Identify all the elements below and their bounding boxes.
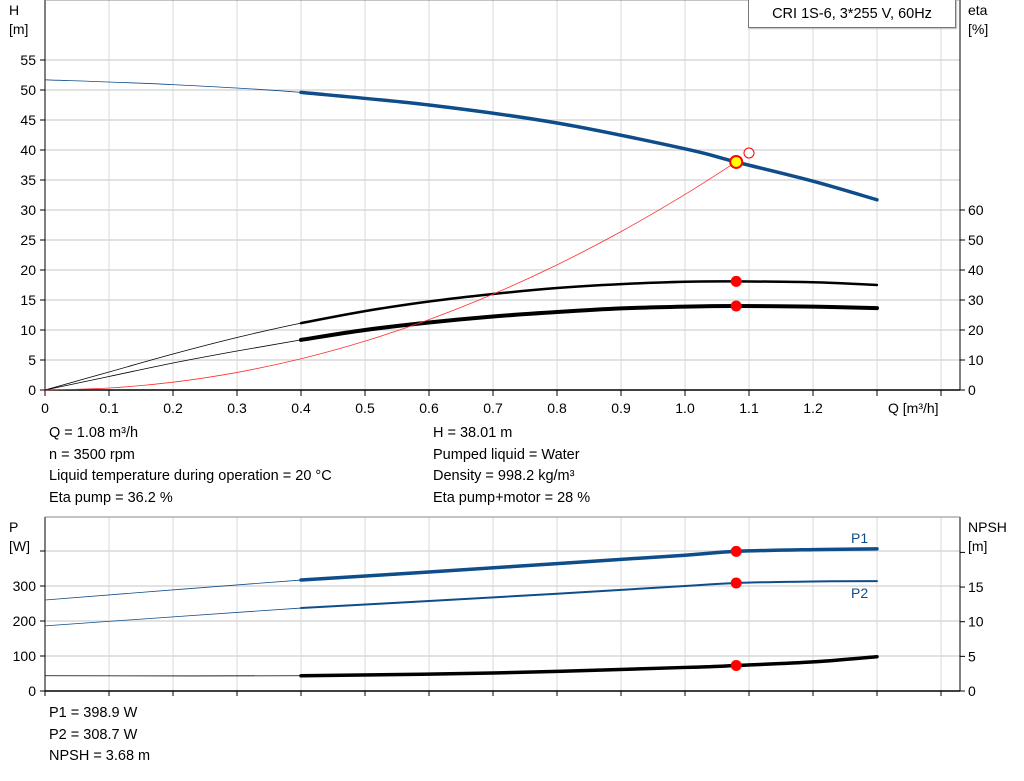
series-line-2-operating-range <box>299 654 879 678</box>
y2-axis-label: NPSH <box>968 519 1007 535</box>
power-info: P1 = 398.9 W P2 = 308.7 W NPSH = 3.68 m <box>49 703 150 768</box>
duty-point-npsh-marker <box>730 659 742 671</box>
x-tick-label: 0.3 <box>227 400 247 416</box>
duty-info-right: H = 38.01 m Pumped liquid = Water Densit… <box>433 423 590 509</box>
x-tick-label: 0.1 <box>99 400 119 416</box>
x-tick-label: 0.7 <box>483 400 503 416</box>
series-label-p2: P2 <box>851 585 868 601</box>
info-temperature: Liquid temperature during operation = 20… <box>49 468 332 484</box>
x-tick-label: 0.2 <box>163 400 183 416</box>
series-line-1-operating-range <box>299 280 879 325</box>
series-line-0-operating-range <box>299 547 879 582</box>
y2-tick-label: 50 <box>968 232 984 248</box>
y-tick-label: 40 <box>20 142 36 158</box>
y-tick-label: 15 <box>20 292 36 308</box>
x-axis-label: Q [m³/h] <box>888 400 939 416</box>
y2-tick-label: 10 <box>968 614 984 630</box>
y-axis-unit: [W] <box>9 538 30 554</box>
info-speed: n = 3500 rpm <box>49 446 135 463</box>
x-tick-label: 0.6 <box>419 400 439 416</box>
duty-point-eta-pump-motor-marker <box>730 300 742 312</box>
y2-tick-label: 40 <box>968 262 984 278</box>
y-axis-label: H <box>9 2 19 18</box>
series-line-0-operating-range <box>299 90 879 202</box>
y-tick-label: 5 <box>28 352 36 368</box>
chart-legend-title: CRI 1S-6, 3*255 V, 60Hz <box>748 0 956 28</box>
info-liquid: Pumped liquid = Water <box>433 446 580 463</box>
y-tick-label: 300 <box>13 578 37 594</box>
series-line-2-operating-range <box>299 303 879 342</box>
y2-tick-label: 30 <box>968 292 984 308</box>
info-eta-pump-motor: Eta pump+motor = 28 % <box>433 489 591 506</box>
info-density: Density = 998.2 kg/m³ <box>433 468 575 484</box>
duty-point-p2-marker <box>730 577 742 589</box>
x-tick-label: 1.2 <box>803 400 823 416</box>
y2-axis-label: eta <box>968 2 988 18</box>
y2-tick-label: 5 <box>968 648 976 664</box>
y2-tick-label: 0 <box>968 382 976 398</box>
series-line-1 <box>44 580 878 627</box>
duty-info-left: Q = 1.08 m³/h n = 3500 rpm Liquid temper… <box>49 423 332 509</box>
y-tick-label: 35 <box>20 172 36 188</box>
info-flow: Q = 1.08 m³/h <box>49 425 139 441</box>
series-line-0 <box>44 79 878 201</box>
y-axis-label: P <box>9 519 18 535</box>
x-tick-label: 0.4 <box>291 400 311 416</box>
y-tick-label: 50 <box>20 82 36 98</box>
series-line-1-operating-range <box>300 580 878 610</box>
y-tick-label: 30 <box>20 202 36 218</box>
duty-point-p1-marker <box>730 545 742 557</box>
info-npsh: NPSH = 3.68 m <box>49 748 151 764</box>
y2-axis-unit: [m] <box>968 538 987 554</box>
y-axis-unit: [m] <box>9 21 28 37</box>
series-label-p1: P1 <box>851 530 868 546</box>
x-tick-label: 1.0 <box>675 400 695 416</box>
y2-tick-label: 10 <box>968 352 984 368</box>
duty-point-eta-pump-marker <box>730 275 742 287</box>
y-tick-label: 200 <box>13 613 37 629</box>
duty-point-head-marker <box>729 154 744 169</box>
y-tick-label: 10 <box>20 322 36 338</box>
y-tick-label: 0 <box>28 382 36 398</box>
info-head: H = 38.01 m <box>433 425 513 441</box>
x-tick-label: 0.9 <box>611 400 631 416</box>
x-tick-label: 1.1 <box>739 400 759 416</box>
y2-tick-label: 20 <box>968 322 984 338</box>
y-tick-label: 0 <box>28 683 36 699</box>
y2-tick-label: 0 <box>968 683 976 699</box>
x-tick-label: 0.5 <box>355 400 375 416</box>
info-p2: P2 = 308.7 W <box>49 726 138 743</box>
info-p1: P1 = 398.9 W <box>49 705 138 721</box>
y2-tick-label: 60 <box>968 202 984 218</box>
x-tick-label: 0 <box>41 400 49 416</box>
y-tick-label: 25 <box>20 232 36 248</box>
series-line-3 <box>44 161 737 391</box>
y-tick-label: 20 <box>20 262 36 278</box>
y-tick-label: 45 <box>20 112 36 128</box>
requested-point-marker <box>743 147 755 159</box>
y2-tick-label: 15 <box>968 579 984 595</box>
x-tick-label: 0.8 <box>547 400 567 416</box>
y-tick-label: 55 <box>20 52 36 68</box>
y2-axis-unit: [%] <box>968 21 988 37</box>
info-eta-pump: Eta pump = 36.2 % <box>49 489 173 506</box>
y-tick-label: 100 <box>13 648 37 664</box>
series-line-0 <box>44 548 878 601</box>
